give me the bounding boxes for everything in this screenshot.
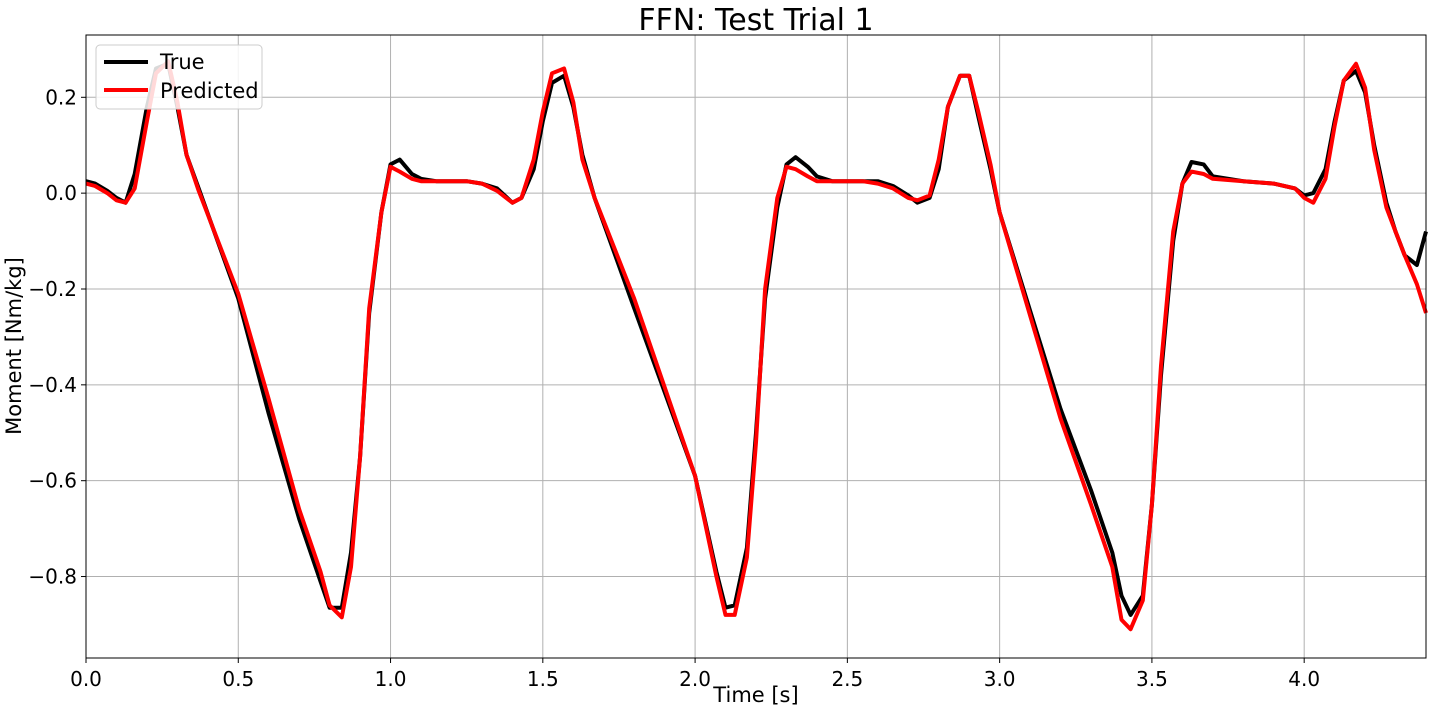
y-tick-label: −0.6 (28, 469, 77, 493)
chart-title: FFN: Test Trial 1 (638, 3, 873, 38)
x-axis-ticks: 0.0 0.5 1.0 1.5 2.0 2.5 3.0 3.5 4.0 (70, 658, 1320, 691)
x-tick-label: 3.0 (984, 667, 1016, 691)
x-tick-label: 4.0 (1288, 667, 1320, 691)
grid (85, 35, 1426, 658)
x-tick-label: 3.5 (1136, 667, 1168, 691)
y-tick-label: 0.0 (45, 181, 77, 205)
x-tick-label: 1.0 (375, 667, 407, 691)
x-tick-label: 2.0 (679, 667, 711, 691)
y-tick-label: 0.2 (45, 85, 77, 109)
x-tick-label: 2.5 (831, 667, 863, 691)
x-tick-label: 1.5 (527, 667, 559, 691)
legend-label-true: True (159, 50, 205, 74)
x-tick-label: 0.5 (222, 667, 254, 691)
series-layer (85, 59, 1428, 632)
y-axis-label: Moment [Nm/kg] (2, 257, 26, 435)
y-tick-label: −0.2 (28, 277, 77, 301)
y-axis-ticks: 0.2 0.0 −0.2 −0.4 −0.6 −0.8 (28, 85, 86, 589)
plot-frame (85, 34, 1427, 659)
y-tick-label: −0.8 (28, 565, 77, 589)
legend-label-predicted: Predicted (160, 79, 259, 103)
x-axis-label: Time [s] (712, 683, 798, 707)
y-tick-label: −0.4 (28, 373, 77, 397)
legend: True Predicted (95, 44, 263, 110)
plot-area (85, 34, 1428, 659)
series-line-predicted (85, 59, 1428, 632)
x-tick-label: 0.0 (70, 667, 102, 691)
plot-background (86, 35, 1426, 658)
